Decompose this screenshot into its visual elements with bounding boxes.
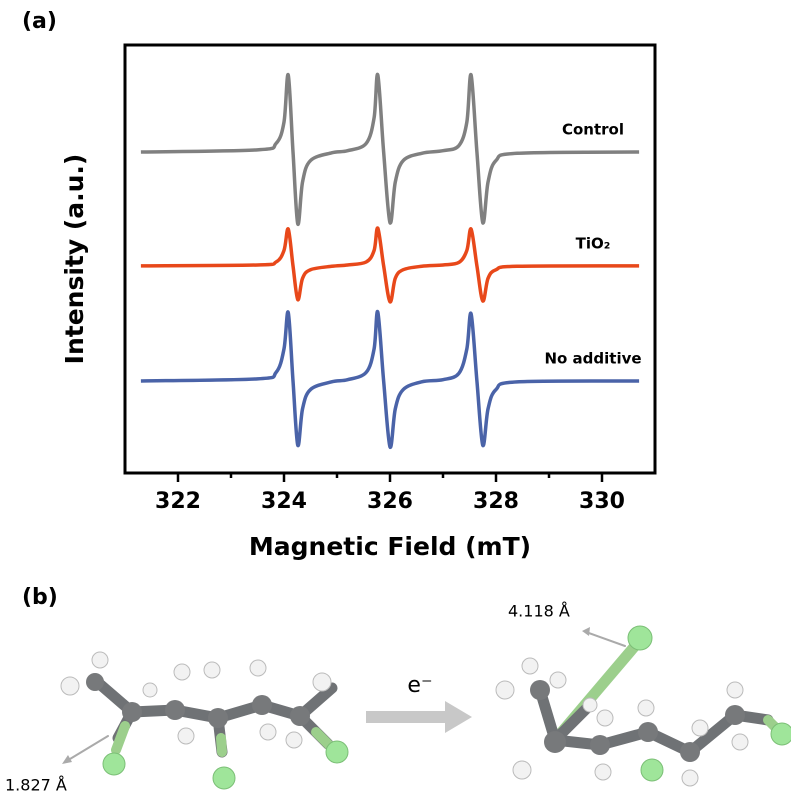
series-line [141, 74, 639, 224]
panel-label: (a) [22, 9, 57, 34]
distance-label: 1.827 Å [5, 776, 67, 795]
series-line [141, 228, 639, 302]
x-tick-label: 326 [367, 489, 413, 514]
x-tick-label: 324 [261, 489, 307, 514]
x-tick-label: 330 [579, 489, 625, 514]
x-tick-label: 322 [155, 489, 201, 514]
x-tick-label: 328 [473, 489, 519, 514]
reaction-arrow [366, 701, 472, 733]
distance-label: 4.118 Å [508, 602, 570, 621]
plot: Control TiO₂ No additive 322 324 326 328 330 [125, 45, 655, 514]
series-label: Control [562, 121, 624, 139]
series-label: No additive [544, 349, 641, 367]
series-label: TiO₂ [576, 234, 611, 252]
electron-label: e⁻ [407, 673, 432, 698]
series-line [141, 311, 639, 447]
molecule-after [496, 626, 791, 786]
y-axis-label: Intensity (a.u.) [60, 154, 89, 365]
figure: (a) (b) Magnetic Field (mT) Intensity (a… [0, 0, 791, 798]
x-axis-label: Magnetic Field (mT) [249, 532, 531, 561]
molecule-before [61, 652, 348, 789]
plot-frame [125, 45, 655, 473]
panel-label: (b) [22, 585, 58, 610]
